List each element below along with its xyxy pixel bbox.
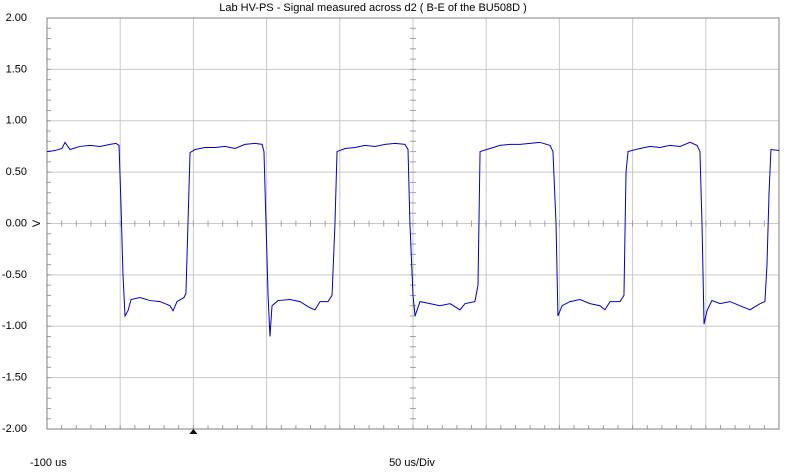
y-tick-label: -2.00: [2, 423, 27, 435]
y-tick-label: 0.00: [6, 217, 27, 229]
y-tick-label: -1.00: [2, 320, 27, 332]
y-tick-label: 1.50: [6, 63, 27, 75]
x-scale-label: 50 us/Div: [389, 457, 435, 469]
chart-title: Lab HV-PS - Signal measured across d2 ( …: [219, 2, 527, 14]
y-unit: V: [31, 219, 43, 227]
trace: [46, 141, 780, 337]
y-tick-label: 2.00: [6, 12, 27, 24]
y-tick-label: 0.50: [6, 166, 27, 178]
y-tick-label: -1.50: [2, 372, 27, 384]
trigger-marker: [189, 429, 198, 434]
y-tick-label: 1.00: [6, 115, 27, 127]
x-start-label: -100 us: [30, 457, 67, 469]
plot-frame: [46, 17, 780, 430]
y-tick-label: -0.50: [2, 269, 27, 281]
